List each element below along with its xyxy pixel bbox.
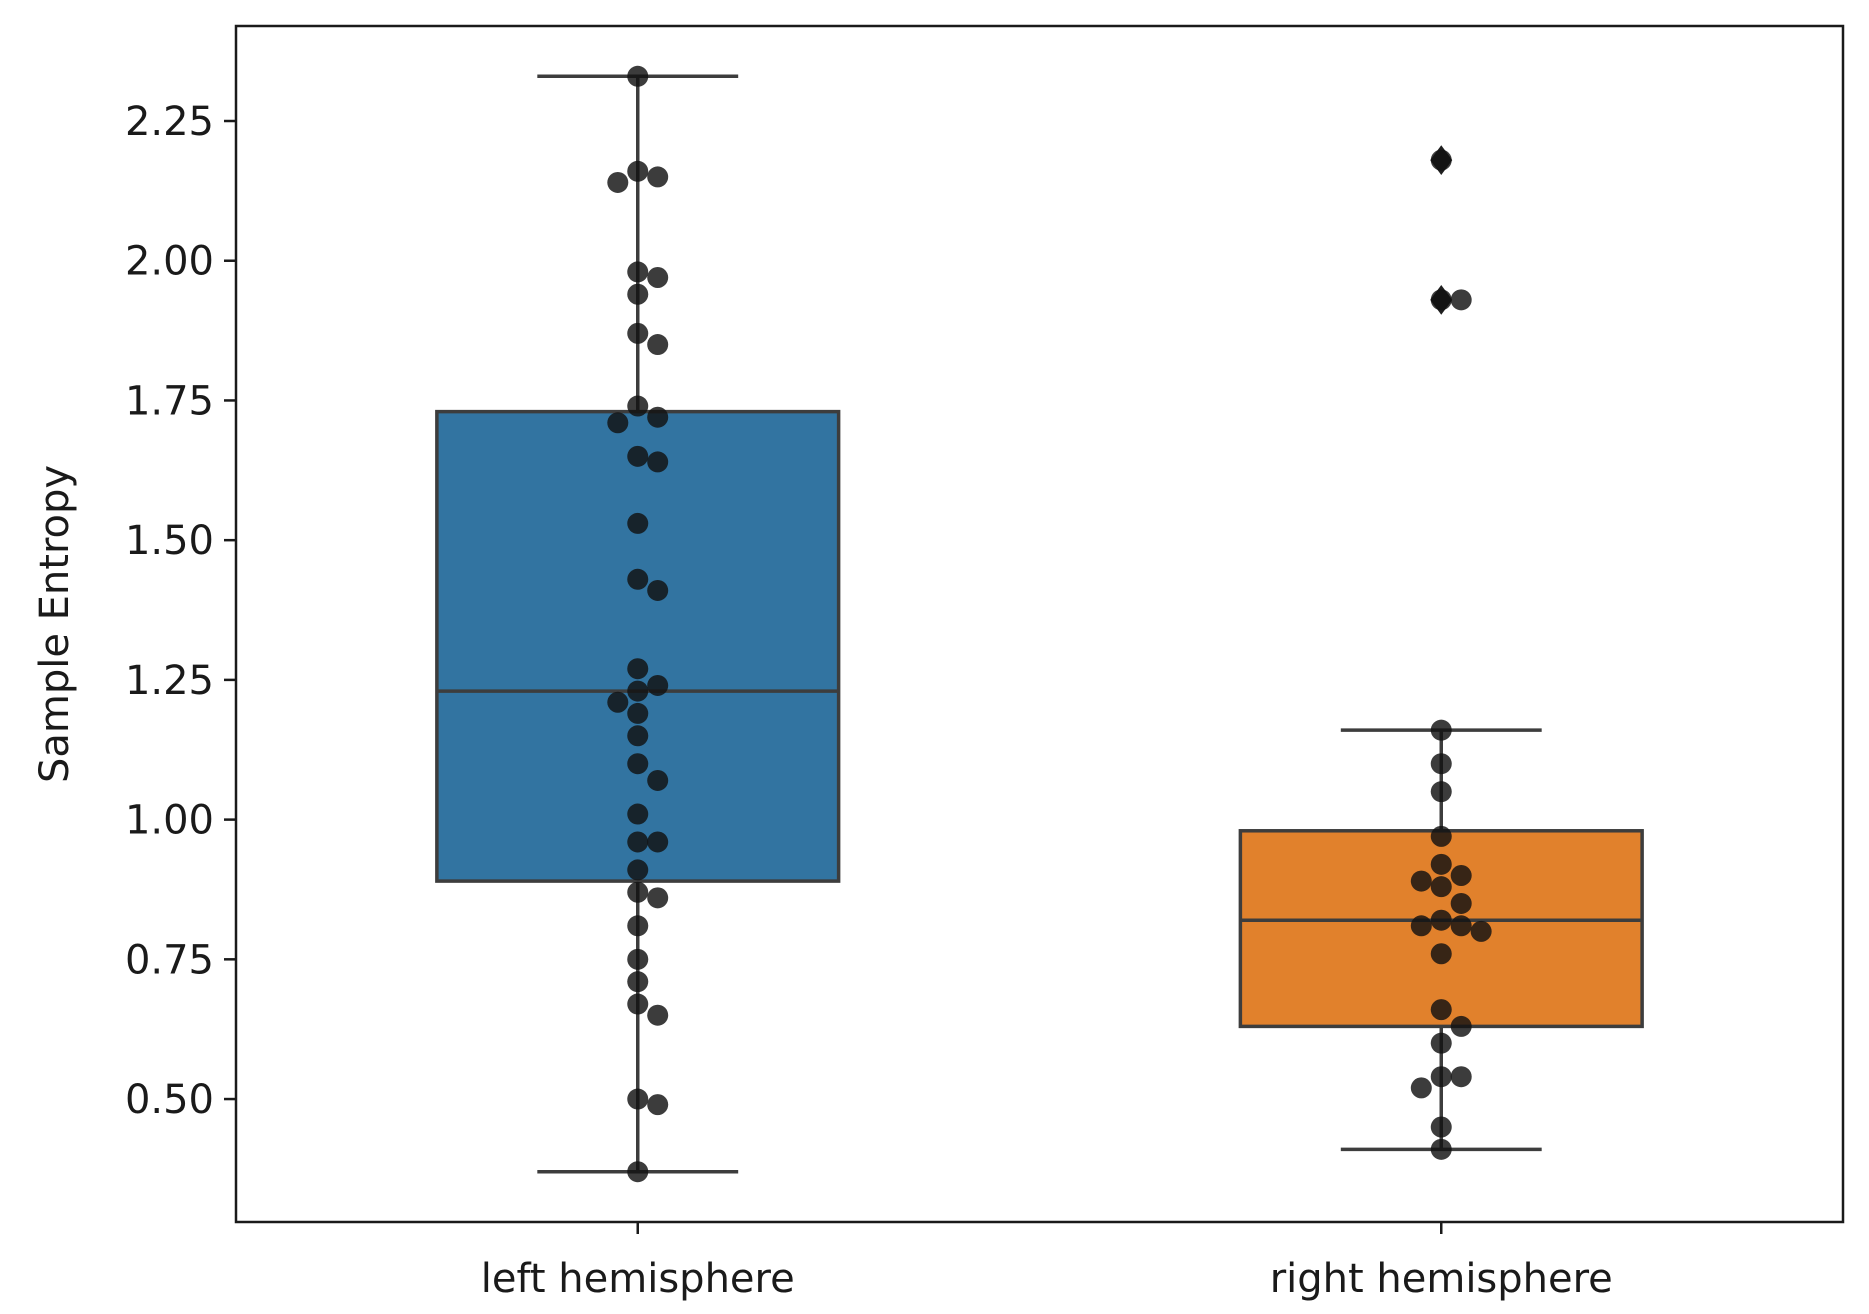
data-point bbox=[647, 451, 669, 473]
data-point bbox=[1430, 943, 1452, 965]
y-tick-label: 2.00 bbox=[125, 239, 214, 285]
data-point bbox=[627, 445, 649, 467]
data-point bbox=[627, 395, 649, 417]
data-point bbox=[1450, 892, 1472, 914]
data-point bbox=[647, 831, 669, 853]
data-point bbox=[627, 915, 649, 937]
data-point bbox=[1430, 825, 1452, 847]
data-point bbox=[647, 1094, 669, 1116]
data-point bbox=[1410, 1077, 1432, 1099]
data-point bbox=[1430, 1116, 1452, 1138]
iqr-box bbox=[435, 409, 841, 883]
points-layer bbox=[607, 65, 1492, 1183]
data-point bbox=[647, 579, 669, 601]
y-axis-label: Sample Entropy bbox=[32, 465, 78, 783]
data-point bbox=[1430, 1032, 1452, 1054]
data-point bbox=[627, 261, 649, 283]
y-axis: 0.50 0.75 1.00 1.25 1.50 1.75 2.00 2.25 bbox=[125, 99, 236, 1123]
data-point bbox=[627, 658, 649, 680]
y-tick-label: 2.25 bbox=[125, 99, 214, 145]
y-tick-label: 1.50 bbox=[125, 518, 214, 564]
data-point bbox=[1430, 999, 1452, 1021]
box-0 bbox=[435, 74, 841, 1174]
data-point bbox=[1450, 915, 1472, 937]
data-point bbox=[1430, 853, 1452, 875]
data-point bbox=[607, 171, 629, 193]
data-point bbox=[647, 266, 669, 288]
y-tick-label: 0.75 bbox=[125, 937, 214, 983]
y-tick-label: 1.75 bbox=[125, 378, 214, 424]
data-point bbox=[627, 948, 649, 970]
data-point bbox=[627, 725, 649, 747]
data-point bbox=[1430, 753, 1452, 775]
data-point bbox=[1430, 876, 1452, 898]
data-point bbox=[627, 322, 649, 344]
data-point bbox=[627, 680, 649, 702]
data-point bbox=[647, 674, 669, 696]
data-point bbox=[1450, 289, 1472, 311]
data-point bbox=[627, 283, 649, 305]
data-point bbox=[627, 993, 649, 1015]
data-point bbox=[627, 971, 649, 993]
data-point bbox=[647, 334, 669, 356]
data-point bbox=[1430, 1138, 1452, 1160]
data-point bbox=[627, 1088, 649, 1110]
y-tick-label: 1.00 bbox=[125, 798, 214, 844]
data-point bbox=[627, 881, 649, 903]
data-point bbox=[627, 1161, 649, 1183]
data-point bbox=[647, 887, 669, 909]
data-point bbox=[627, 831, 649, 853]
data-point bbox=[627, 568, 649, 590]
data-point bbox=[1430, 909, 1452, 931]
data-point bbox=[1430, 1066, 1452, 1088]
data-point bbox=[1450, 1015, 1472, 1037]
data-point bbox=[647, 769, 669, 791]
data-point bbox=[627, 859, 649, 881]
data-point bbox=[1430, 781, 1452, 803]
data-point bbox=[627, 753, 649, 775]
data-point bbox=[627, 803, 649, 825]
data-point bbox=[1430, 149, 1452, 171]
data-point bbox=[627, 702, 649, 724]
data-point bbox=[647, 1004, 669, 1026]
data-point bbox=[607, 691, 629, 713]
x-tick-label: right hemisphere bbox=[1270, 1256, 1613, 1302]
data-point bbox=[1410, 915, 1432, 937]
data-point bbox=[627, 512, 649, 534]
data-point bbox=[627, 160, 649, 182]
x-axis: left hemisphere right hemisphere bbox=[481, 1222, 1613, 1302]
x-tick-label: left hemisphere bbox=[481, 1256, 795, 1302]
data-point bbox=[1430, 289, 1452, 311]
data-point bbox=[1450, 1066, 1472, 1088]
data-point bbox=[1410, 870, 1432, 892]
data-point bbox=[1470, 920, 1492, 942]
y-tick-label: 1.25 bbox=[125, 658, 214, 704]
data-point bbox=[1430, 719, 1452, 741]
data-point bbox=[607, 412, 629, 434]
boxes-layer bbox=[435, 74, 1644, 1174]
plot-area-frame bbox=[234, 24, 1845, 1224]
y-tick-label: 0.50 bbox=[125, 1077, 214, 1123]
data-point bbox=[627, 65, 649, 87]
data-point bbox=[647, 406, 669, 428]
data-point bbox=[1450, 864, 1472, 886]
data-point bbox=[647, 166, 669, 188]
